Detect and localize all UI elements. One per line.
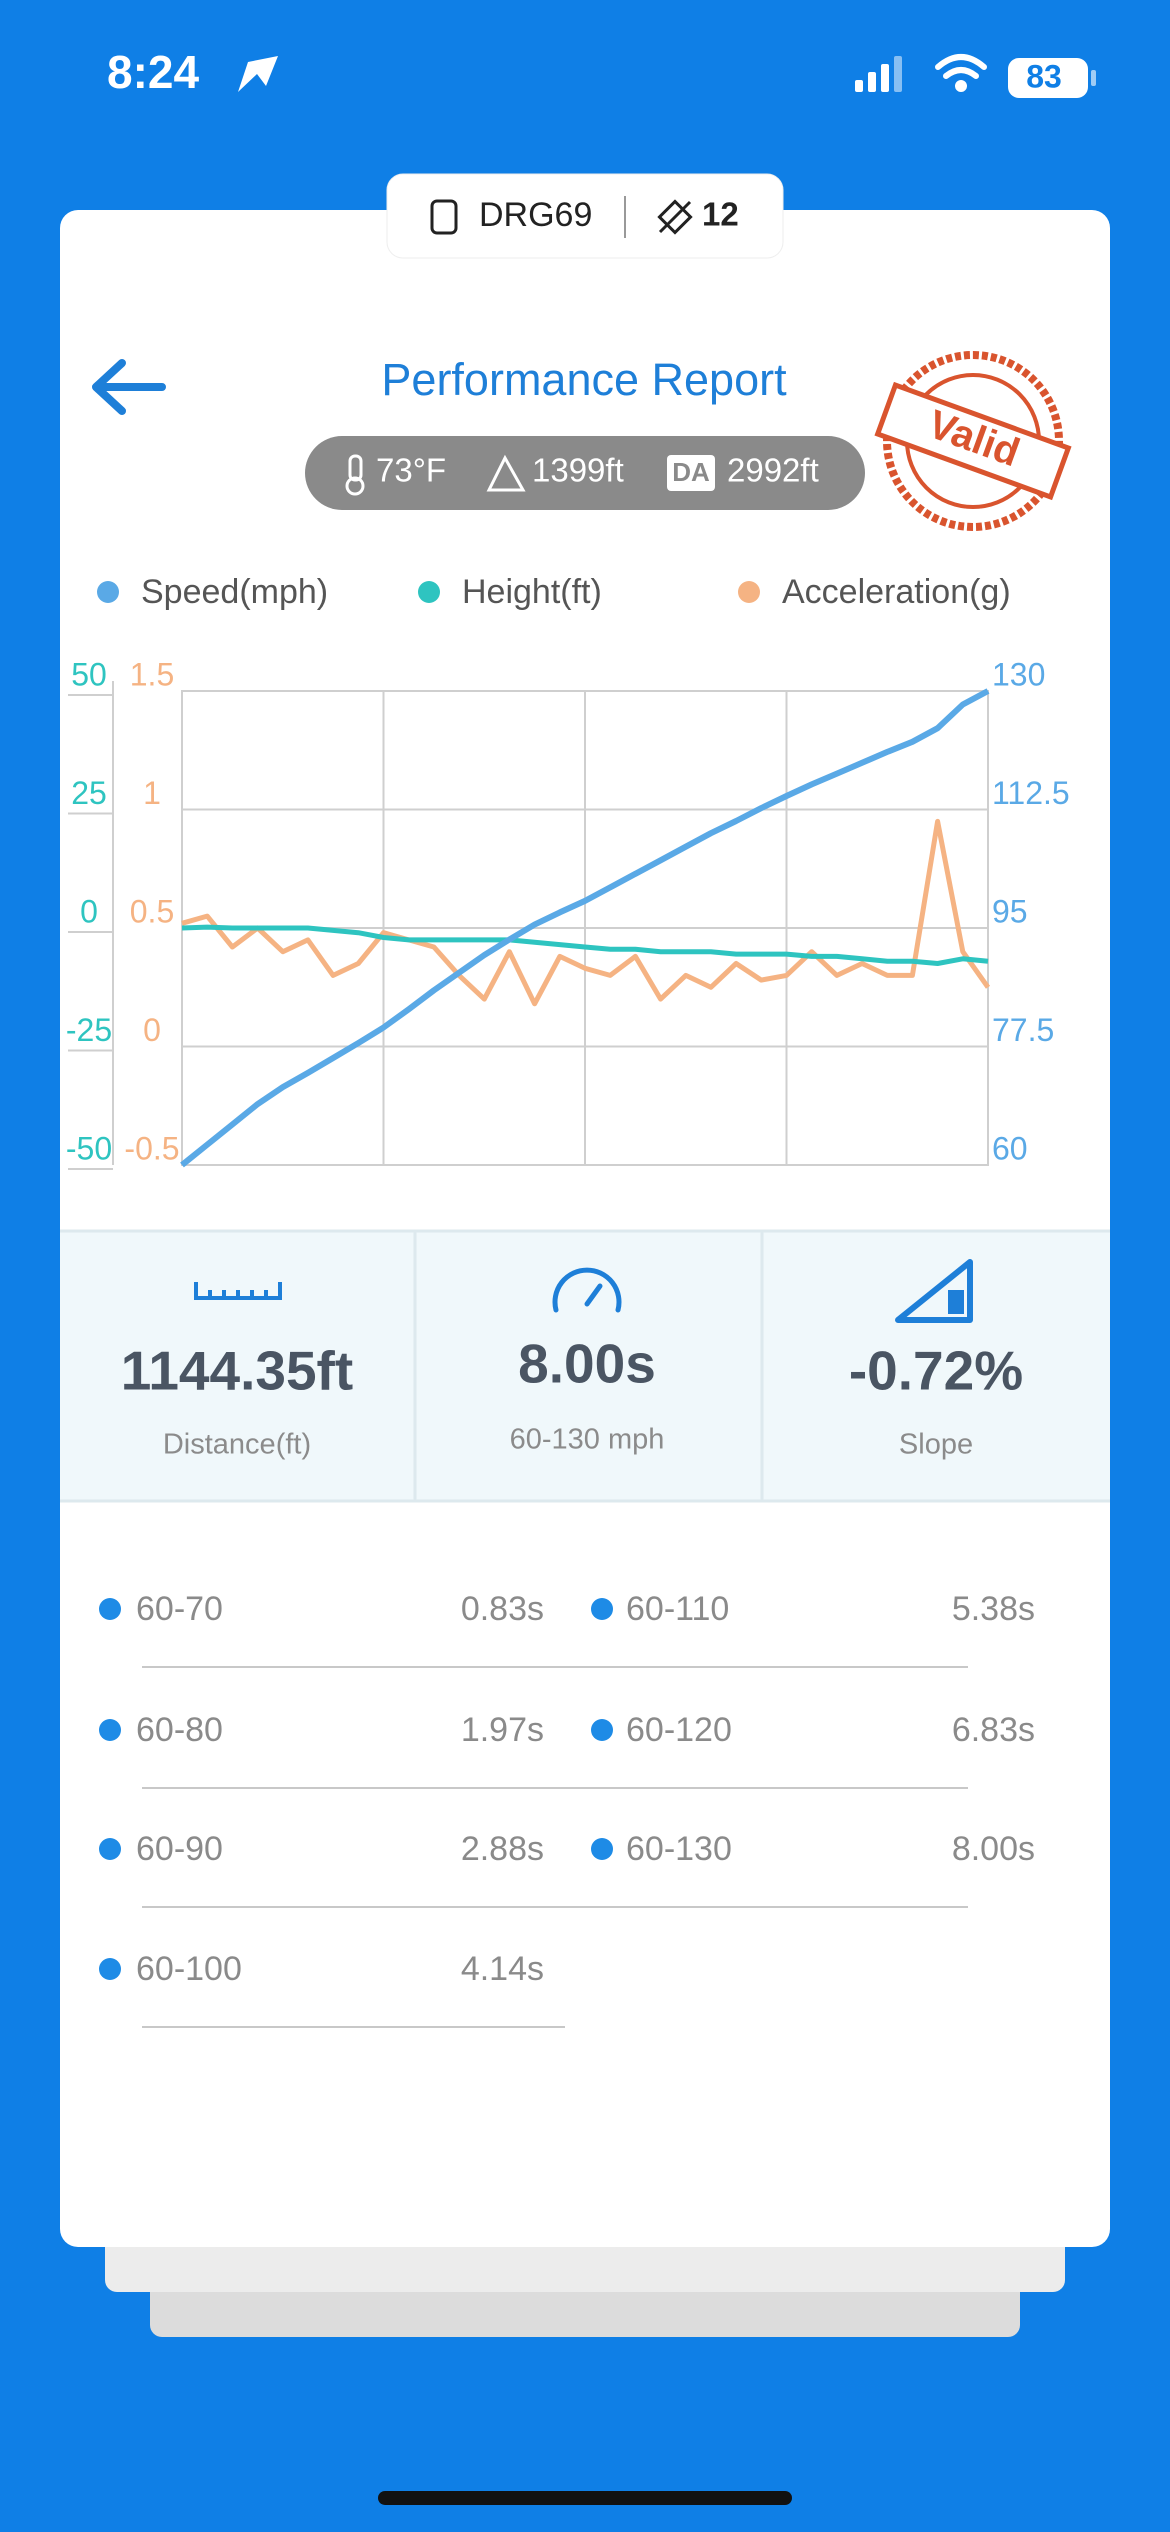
satellite-count: 12 xyxy=(702,196,739,233)
tick-label: 77.5 xyxy=(992,1012,1054,1048)
tick-label: 0 xyxy=(80,893,98,929)
stat-value: -0.72% xyxy=(849,1340,1023,1402)
tick-label: 50 xyxy=(71,656,107,692)
split-marker xyxy=(591,1838,613,1860)
tick-label: -25 xyxy=(66,1012,112,1048)
slope-icon xyxy=(895,1259,973,1323)
series-line xyxy=(180,688,990,1168)
satellite-icon xyxy=(657,199,693,235)
tick-label: 0.5 xyxy=(130,893,174,929)
split-time: 6.83s xyxy=(952,1711,1035,1749)
tick-label: 130 xyxy=(992,656,1045,692)
split-label: 60-110 xyxy=(626,1590,729,1628)
series-line xyxy=(181,924,989,966)
da-badge xyxy=(667,455,715,491)
tick-label: 0 xyxy=(143,1012,161,1048)
chart: Speed(mph) Height(ft) Acceleration(g) -50 -2… xyxy=(66,573,1070,1170)
split-time: 2.88s xyxy=(461,1830,544,1868)
altitude: 1399ft xyxy=(532,452,624,489)
tick-label: 95 xyxy=(992,893,1028,929)
legend-label: Speed(mph) xyxy=(141,573,328,611)
device-icon xyxy=(430,199,458,235)
splits: 60-70 0.83s 60-80 1.97s 60-90 2.88s 60-100 4.14… xyxy=(99,1590,1035,2028)
battery-level: 83 xyxy=(1026,58,1062,94)
tick-label: 1.5 xyxy=(130,656,174,692)
split-label: 60-70 xyxy=(136,1590,223,1628)
stats-panel xyxy=(60,1231,1110,1501)
split-time: 8.00s xyxy=(952,1830,1035,1868)
title: Performance Report xyxy=(381,354,787,405)
report-card xyxy=(60,210,1110,2247)
location-icon xyxy=(238,56,278,92)
split-time: 4.14s xyxy=(461,1950,544,1988)
legend-marker xyxy=(738,581,760,603)
da-label: DA xyxy=(672,457,710,487)
split-marker xyxy=(591,1598,613,1620)
signal-icon xyxy=(855,56,902,92)
split-label: 60-120 xyxy=(626,1711,732,1749)
temperature: 73°F xyxy=(376,452,446,489)
stat-label: Distance(ft) xyxy=(163,1429,311,1461)
battery xyxy=(1008,58,1088,98)
split-time: 0.83s xyxy=(461,1590,544,1628)
split-marker xyxy=(99,1719,121,1741)
split-marker xyxy=(591,1719,613,1741)
speedometer-icon xyxy=(552,1267,622,1313)
home-indicator xyxy=(378,2491,792,2505)
mountain-icon xyxy=(486,454,526,492)
split-marker xyxy=(99,1838,121,1860)
stat-value: 1144.35ft xyxy=(121,1340,353,1402)
stats: 1144.35ft Distance(ft) 8.00s 60-130 mph -0.7… xyxy=(121,1333,1023,1461)
device-pill[interactable] xyxy=(386,173,784,259)
tick-label: 112.5 xyxy=(992,775,1070,811)
device-name: DRG69 xyxy=(479,196,592,234)
thermometer-icon xyxy=(345,454,365,496)
battery-tip xyxy=(1091,70,1096,86)
wifi-icon xyxy=(935,54,987,92)
split-label: 60-80 xyxy=(136,1711,223,1749)
legend-marker xyxy=(97,581,119,603)
split-label: 60-130 xyxy=(626,1830,732,1868)
stat-value: 8.00s xyxy=(518,1333,656,1395)
ruler-icon xyxy=(194,1282,282,1300)
density-altitude: 2992ft xyxy=(727,452,819,489)
series-line xyxy=(181,818,991,1007)
tick-label: -0.5 xyxy=(124,1130,179,1166)
back-button[interactable] xyxy=(92,359,166,415)
split-marker xyxy=(99,1598,121,1620)
legend-label: Height(ft) xyxy=(462,573,602,611)
status-time: 8:24 xyxy=(107,46,199,98)
legend-label: Acceleration(g) xyxy=(782,573,1011,611)
stat-label: Slope xyxy=(899,1429,973,1461)
split-time: 5.38s xyxy=(952,1590,1035,1628)
conditions-pill xyxy=(305,436,865,510)
tick-label: 25 xyxy=(71,775,107,811)
stat-label: 60-130 mph xyxy=(510,1424,665,1456)
tick-label: 60 xyxy=(992,1130,1028,1166)
split-label: 60-100 xyxy=(136,1950,242,1988)
tick-label: 1 xyxy=(143,775,161,811)
legend-marker xyxy=(418,581,440,603)
tick-label: -50 xyxy=(66,1130,112,1166)
split-time: 1.97s xyxy=(461,1711,544,1749)
split-label: 60-90 xyxy=(136,1830,223,1868)
split-marker xyxy=(99,1958,121,1980)
